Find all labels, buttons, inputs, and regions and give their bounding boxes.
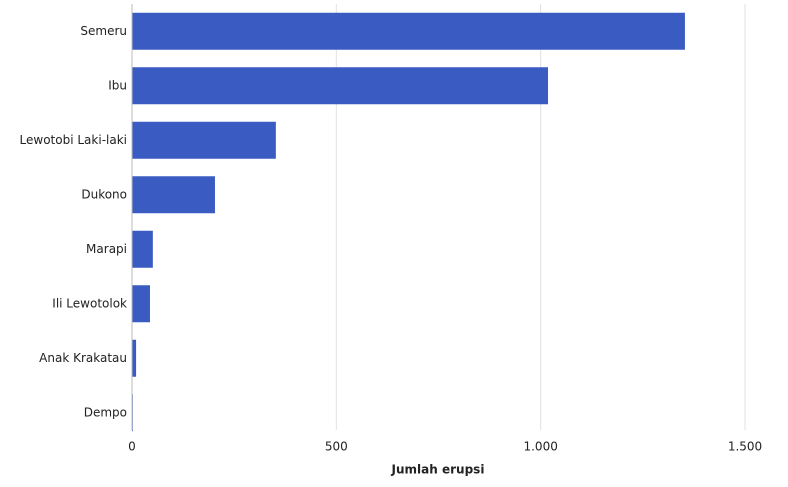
y-tick-label: Ili Lewotolok <box>52 296 127 310</box>
x-tick-label: 1.000 <box>523 440 557 454</box>
y-tick-label: Marapi <box>86 242 127 256</box>
bar <box>132 230 153 268</box>
x-tick-label: 0 <box>128 440 136 454</box>
y-tick-label: Lewotobi Laki-laki <box>20 133 127 147</box>
y-tick-label: Semeru <box>80 24 127 38</box>
bar <box>132 285 150 323</box>
x-tick-label: 500 <box>325 440 348 454</box>
x-axis-label: Jumlah erupsi <box>391 463 485 477</box>
x-tick-label: 1.500 <box>728 440 762 454</box>
bar <box>132 12 685 50</box>
y-tick-label: Dukono <box>81 187 127 201</box>
y-tick-label: Dempo <box>84 405 127 419</box>
bar <box>132 176 215 214</box>
y-tick-label: Ibu <box>108 78 127 92</box>
bar <box>132 339 137 377</box>
bar <box>132 67 549 105</box>
y-tick-label: Anak Krakatau <box>39 351 127 365</box>
bar <box>132 121 276 159</box>
